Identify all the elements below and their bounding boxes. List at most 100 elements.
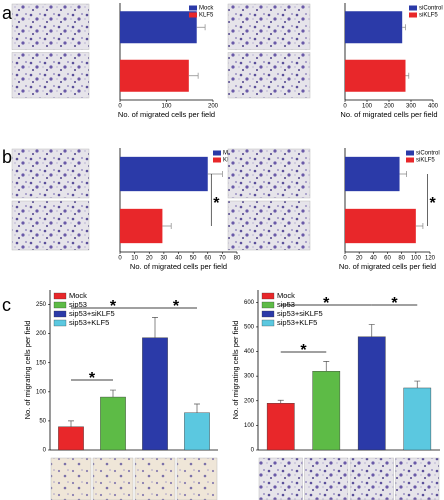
bar	[357, 336, 386, 451]
significance-star: *	[429, 195, 436, 212]
legend-label: siKLF5	[419, 13, 438, 19]
error-bar	[414, 380, 421, 388]
x-tick-label: 50	[190, 256, 197, 262]
micrograph	[11, 200, 90, 251]
x-tick-label: 20	[356, 256, 363, 262]
bar	[345, 156, 400, 192]
significance-star: *	[89, 370, 96, 387]
x-tick-label: 60	[384, 256, 391, 262]
micrograph	[395, 457, 440, 500]
legend-label: sip53+siKLF5	[277, 309, 323, 318]
micrograph	[349, 457, 394, 500]
x-tick-label: 400	[428, 104, 439, 110]
legend-label: siControl	[416, 151, 440, 157]
significance-star: *	[323, 295, 330, 312]
significance-star: *	[110, 298, 117, 315]
legend-swatch	[261, 292, 275, 300]
legend-label: sip53+KLF5	[69, 318, 109, 327]
x-tick-label: 40	[175, 256, 182, 262]
x-tick-label: 100	[411, 256, 422, 262]
legend-label: sip53	[277, 300, 295, 309]
bar	[345, 59, 406, 92]
bar	[345, 11, 403, 44]
x-axis-label: No. of migrated cells per field	[130, 262, 227, 271]
x-tick-label: 300	[406, 104, 417, 110]
x-tick-label: 200	[384, 104, 395, 110]
y-tick-label: 100	[36, 389, 47, 395]
error-bar	[368, 324, 375, 337]
micrograph	[227, 52, 311, 99]
legend-label: Mock	[199, 6, 214, 12]
legend-swatch	[406, 150, 414, 156]
y-tick-label: 600	[244, 300, 255, 306]
x-axis-label: No. of migrated cells per field	[339, 262, 436, 271]
error-bar	[277, 399, 284, 404]
error-bar	[194, 403, 200, 413]
significance-star: *	[173, 298, 180, 315]
x-tick-label: 0	[118, 256, 122, 262]
legend-label: Mock	[277, 291, 295, 300]
bar	[345, 208, 416, 244]
significance-star: *	[300, 342, 307, 359]
x-tick-label: 60	[204, 256, 211, 262]
legend-swatch	[53, 310, 67, 318]
micrograph	[11, 3, 90, 50]
micrograph	[92, 457, 134, 500]
y-tick-label: 50	[39, 418, 46, 424]
y-axis-label: No. of migrating cells per field	[231, 321, 240, 420]
micrograph	[50, 457, 92, 500]
x-tick-label: 80	[234, 256, 241, 262]
y-axis-label: No. of migrating cells per field	[23, 321, 32, 420]
x-tick-label: 30	[161, 256, 168, 262]
error-bar	[162, 223, 172, 229]
legend-swatch	[261, 310, 275, 318]
significance-star: *	[391, 295, 398, 312]
error-bar	[405, 72, 410, 79]
legend-label: sip53+siKLF5	[69, 309, 115, 318]
legend-swatch	[189, 5, 197, 11]
x-tick-label: 0	[118, 104, 122, 110]
micrograph	[134, 457, 176, 500]
error-bar	[152, 316, 158, 338]
x-axis-label: No. of migrated cells per field	[340, 110, 437, 119]
y-tick-label: 400	[244, 349, 255, 355]
x-tick-label: 40	[370, 256, 377, 262]
legend-swatch	[189, 12, 197, 18]
legend-label: siKLF5	[416, 158, 435, 164]
micrograph	[227, 3, 311, 50]
panel-label: c	[2, 295, 11, 315]
error-bar	[399, 171, 407, 177]
legend-swatch	[53, 301, 67, 309]
y-tick-label: 500	[244, 325, 255, 331]
x-tick-label: 0	[343, 256, 347, 262]
legend-label: Mock	[69, 291, 87, 300]
legend-swatch	[213, 150, 221, 156]
legend-label: KLF5	[199, 13, 214, 19]
error-bar	[415, 223, 424, 229]
y-tick-label: 100	[244, 423, 255, 429]
micrograph	[176, 457, 218, 500]
bar	[403, 387, 432, 451]
x-tick-label: 20	[146, 256, 153, 262]
bar	[120, 11, 197, 44]
error-bar	[68, 420, 74, 427]
bar	[120, 208, 163, 244]
error-bar	[207, 171, 223, 177]
x-axis-label: No. of migrated cells per field	[118, 110, 215, 119]
legend-label: siControl	[419, 6, 443, 12]
error-bar	[188, 72, 199, 79]
micrograph	[227, 200, 311, 251]
panel-label: a	[2, 3, 13, 23]
legend-swatch	[261, 319, 275, 327]
bar	[58, 426, 84, 451]
bar	[312, 371, 341, 451]
y-tick-label: 0	[43, 448, 47, 454]
legend-swatch	[213, 157, 221, 163]
error-bar	[110, 389, 116, 398]
y-tick-label: 250	[36, 302, 47, 308]
bar	[266, 403, 295, 451]
legend-swatch	[409, 5, 417, 11]
bar	[100, 396, 126, 451]
micrograph	[258, 457, 303, 500]
